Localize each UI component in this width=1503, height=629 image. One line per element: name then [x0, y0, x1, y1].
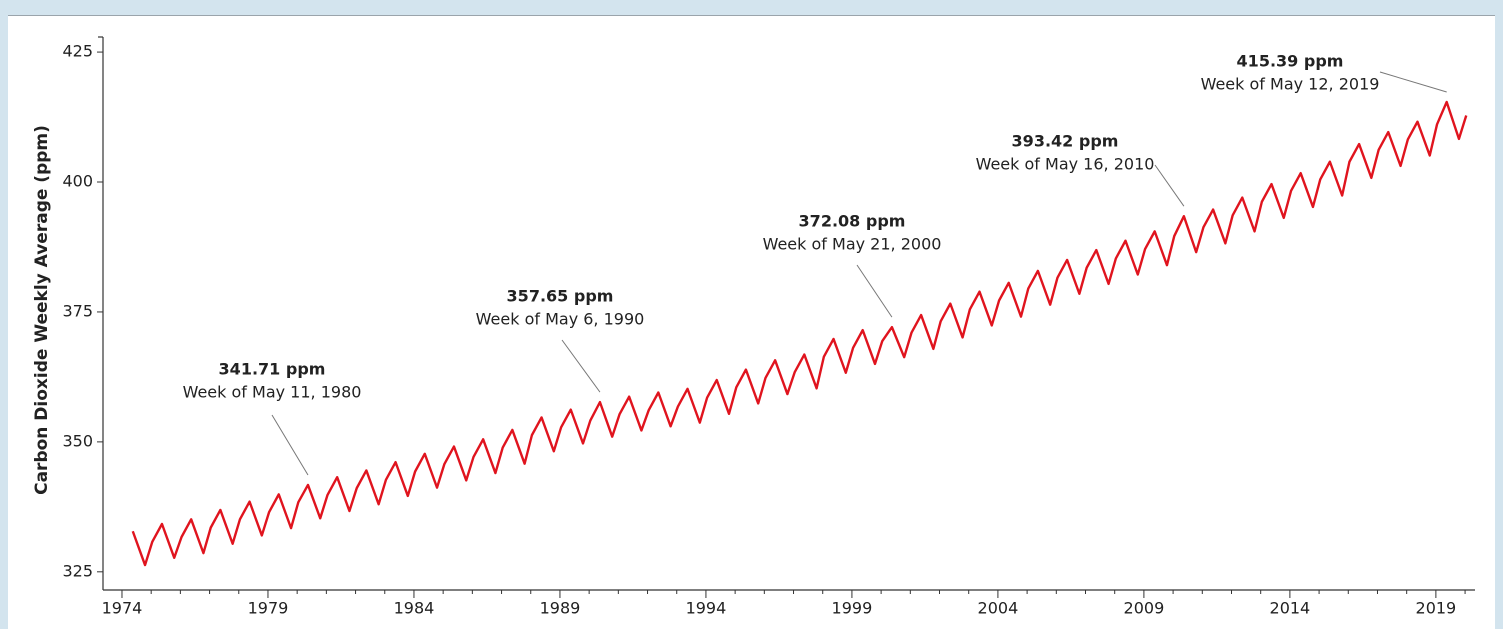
leader-line	[856, 264, 893, 318]
leader-line	[271, 414, 309, 476]
x-tick-label: 1979	[248, 599, 289, 618]
y-tick-label: 425	[62, 42, 93, 61]
x-tick-label: 1984	[394, 599, 435, 618]
y-axis-label: Carbon Dioxide Weekly Average (ppm)	[32, 125, 52, 495]
x-tick-label: 2004	[978, 599, 1019, 618]
annotation-date: Week of May 12, 2019	[1201, 75, 1380, 94]
y-tick-label: 375	[62, 301, 93, 320]
leader-line	[1379, 71, 1447, 93]
x-tick-label: 1989	[540, 599, 581, 618]
x-tick-label: 2009	[1124, 599, 1165, 618]
annotation-date: Week of May 11, 1980	[183, 383, 362, 402]
x-tick-label: 1974	[102, 599, 143, 618]
annotation-date: Week of May 21, 2000	[763, 235, 942, 254]
annotation-value: 415.39 ppm	[1237, 52, 1344, 71]
x-tick-label: 1999	[832, 599, 873, 618]
x-tick-label: 2019	[1416, 599, 1457, 618]
y-tick-label: 350	[62, 431, 93, 450]
y-tick-label: 400	[62, 172, 93, 191]
x-tick-label: 2014	[1270, 599, 1311, 618]
panel	[8, 15, 1495, 629]
y-tick-label: 325	[62, 561, 93, 580]
annotation-date: Week of May 6, 1990	[476, 310, 645, 329]
annotation-date: Week of May 16, 2010	[976, 155, 1155, 174]
leader-line	[1154, 164, 1185, 207]
x-tick-label: 1994	[686, 599, 727, 618]
co2-line	[131, 100, 1468, 567]
annotation-value: 357.65 ppm	[507, 287, 614, 306]
annotation-value: 393.42 ppm	[1012, 132, 1119, 151]
annotation-value: 341.71 ppm	[219, 360, 326, 379]
leader-line	[561, 339, 601, 393]
annotation-value: 372.08 ppm	[799, 212, 906, 231]
